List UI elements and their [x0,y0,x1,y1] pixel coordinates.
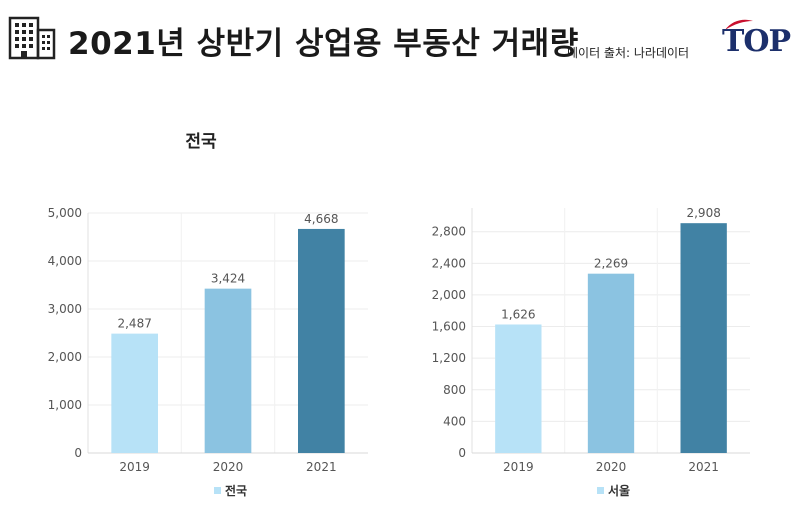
data-label: 2,269 [594,257,628,271]
y-tick-label: 4,000 [48,254,82,268]
page-title: 2021년 상반기 상업용 부동산 거래량 [68,26,579,62]
legend-label: 서울 [608,483,630,498]
bar [111,333,158,453]
y-tick-label: 1,000 [48,398,82,412]
logo: TOP [722,18,792,60]
logo-swoosh-icon [725,19,753,30]
bar [495,324,542,453]
y-tick-label: 800 [443,383,466,397]
data-label: 1,626 [501,307,535,321]
bar [587,273,635,453]
x-tick-label: 2019 [119,460,150,474]
y-tick-label: 1,600 [432,320,466,334]
y-tick-label: 2,800 [432,225,466,239]
x-tick-label: 2020 [213,460,244,474]
chart-seoul: 서울 0 400 800 1,200 1,600 2,000 2,400 2,800 1,626 2… [432,206,750,498]
y-tick-label: 0 [74,446,82,460]
x-tick-label: 2019 [503,460,534,474]
y-tick-label: 1,200 [432,351,466,365]
y-tick-label: 2,000 [48,350,82,364]
y-tick-label: 5,000 [48,206,82,220]
legend-label: 전국 [225,483,247,498]
logo-text: TOP [722,24,791,59]
y-tick-label: 2,000 [432,288,466,302]
data-label: 2,487 [117,317,151,331]
y-tick-label: 3,000 [48,302,82,316]
y-tick-label: 2,400 [432,256,466,270]
x-tick-label: 2021 [306,460,337,474]
header: 2021년 상반기 상업용 부동산 거래량 데이터 출처: 나라데이터 TOP [0,0,800,80]
chart-nationwide: 전국 0 1,000 2,000 3,000 4,000 5,000 2,487 2019 3,4… [48,132,368,498]
x-tick-label: 2020 [596,460,627,474]
building-icon [8,16,56,60]
bar [298,228,345,453]
x-tick-label: 2021 [688,460,719,474]
y-tick-label: 400 [443,414,466,428]
legend-swatch [597,487,604,494]
chart-title: 전국 [185,132,217,152]
legend-swatch [214,487,221,494]
data-label: 4,668 [304,212,338,226]
source-note: 데이터 출처: 나라데이터 [567,46,690,60]
bar [204,288,252,453]
y-tick-label: 0 [458,446,466,460]
bar [680,223,727,453]
data-label: 3,424 [211,272,245,286]
data-label: 2,908 [686,206,720,220]
